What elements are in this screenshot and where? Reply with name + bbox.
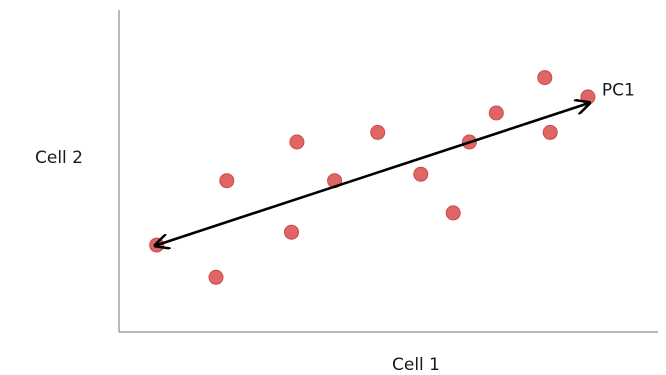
pc1-label: PC1 (602, 80, 635, 100)
data-point (580, 89, 596, 105)
data-point (488, 105, 504, 121)
pc1-arrow (157, 103, 588, 245)
data-point (542, 124, 558, 140)
data-point (537, 70, 553, 86)
data-point (284, 224, 299, 240)
data-point (219, 173, 235, 189)
data-point (413, 166, 429, 182)
y-axis-title: Cell 2 (35, 148, 83, 168)
data-points (149, 70, 596, 285)
data-point (208, 269, 224, 285)
data-point (370, 124, 386, 140)
x-axis-title: Cell 1 (392, 355, 440, 375)
data-point (289, 134, 305, 150)
data-point (445, 205, 461, 221)
